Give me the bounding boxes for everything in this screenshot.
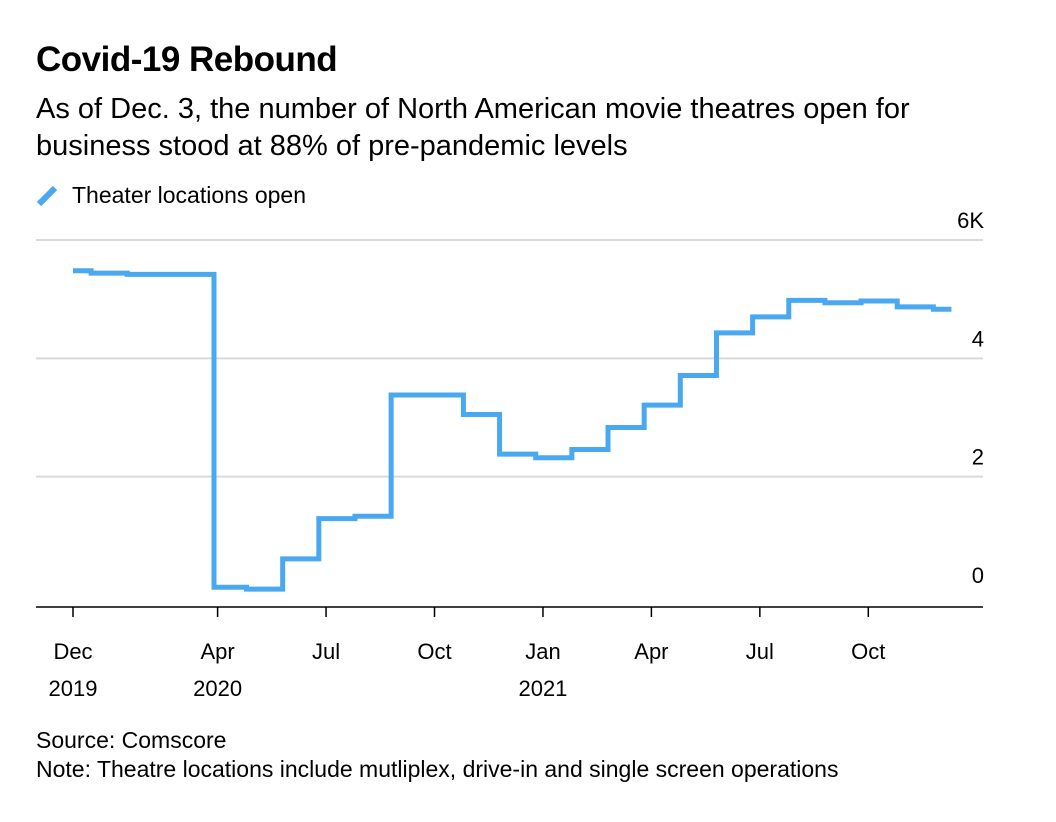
chart-title: Covid-19 Rebound: [36, 40, 338, 79]
x-tick-label: Oct: [851, 639, 885, 664]
x-tick-label: Jan: [525, 639, 560, 664]
x-tick-year-label: 2021: [518, 676, 567, 701]
y-tick-label: 4: [972, 326, 984, 351]
legend-swatch: [36, 185, 58, 206]
x-tick-label: Dec: [53, 639, 92, 664]
x-tick-label: Jul: [312, 639, 340, 664]
x-tick-year-label: 2020: [193, 676, 242, 701]
x-tick-label: Apr: [200, 639, 234, 664]
legend: Theater locations open: [36, 182, 306, 209]
footer: Source: Comscore Note: Theatre locations…: [36, 726, 838, 784]
legend-label: Theater locations open: [72, 182, 306, 208]
line-chart: 0 2 4 6K Dec 2019 Apr 2020 Jul Oct Jan 2021 Apr Jul Oc…: [36, 208, 984, 701]
chart-subtitle: As of Dec. 3, the number of North Americ…: [36, 93, 910, 162]
methodology-note: Note: Theatre locations include mutliple…: [36, 756, 839, 782]
x-tick-label: Jul: [746, 639, 774, 664]
y-tick-label: 2: [972, 445, 984, 470]
x-tick-label: Oct: [417, 639, 451, 664]
x-tick-label: Apr: [634, 639, 668, 664]
x-tick-year-label: 2019: [49, 676, 98, 701]
y-tick-label: 0: [972, 563, 984, 588]
series-line-theater-locations: [73, 268, 952, 592]
source-note: Source: Comscore: [36, 727, 227, 753]
y-tick-label: 6K: [957, 208, 984, 233]
